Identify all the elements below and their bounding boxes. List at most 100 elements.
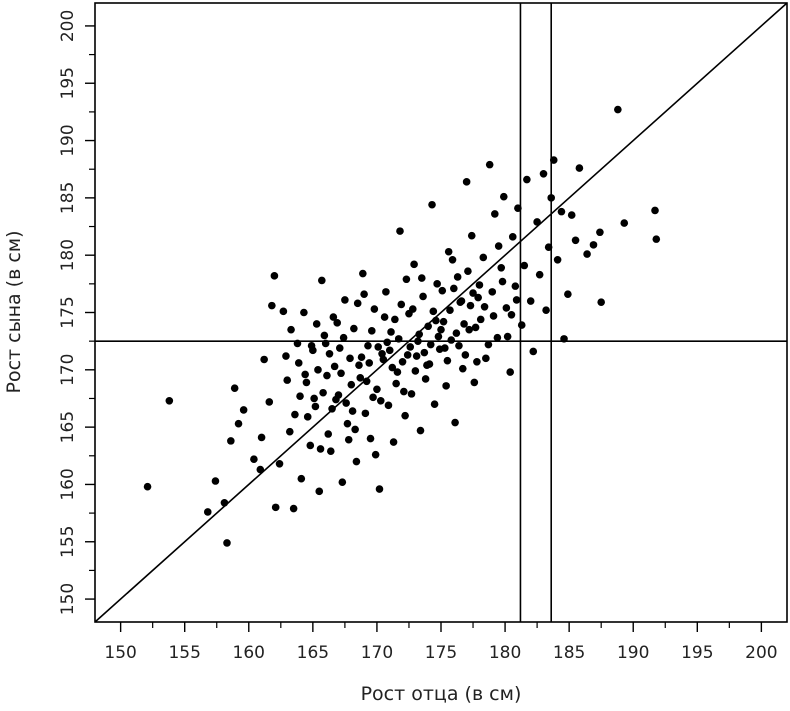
data-point: [323, 371, 331, 380]
data-point: [394, 335, 403, 343]
x-tick-label: 175: [425, 643, 457, 663]
data-point: [424, 322, 432, 331]
data-point: [429, 307, 438, 316]
data-point: [409, 305, 417, 313]
data-point: [374, 343, 383, 351]
data-point: [383, 338, 391, 347]
data-point: [370, 305, 379, 313]
data-point: [294, 359, 303, 367]
x-tick-label: 165: [297, 643, 329, 663]
data-point: [544, 243, 553, 251]
data-point: [296, 392, 304, 400]
y-tick-label: 185: [58, 182, 78, 214]
data-point: [310, 394, 318, 403]
y-tick-label: 165: [58, 411, 78, 443]
data-point: [484, 340, 493, 349]
data-point: [620, 219, 629, 227]
data-point: [380, 313, 389, 321]
data-point: [234, 419, 243, 428]
data-point: [571, 236, 580, 245]
data-point: [474, 293, 482, 302]
data-point: [271, 503, 280, 512]
data-point: [319, 388, 327, 397]
identity-line: [94, 2, 788, 623]
data-point: [553, 255, 562, 264]
data-point: [392, 379, 400, 388]
data-point: [316, 445, 325, 453]
data-point: [326, 447, 335, 456]
y-axis-title: Рост сына (в см): [3, 230, 25, 393]
data-point: [376, 396, 385, 405]
data-point: [384, 401, 393, 410]
data-point: [397, 300, 406, 309]
data-point: [357, 353, 366, 362]
data-point: [480, 302, 489, 311]
data-point: [356, 374, 365, 382]
data-point: [365, 359, 374, 367]
data-points: [143, 105, 661, 547]
data-point: [382, 288, 390, 296]
data-point: [311, 402, 320, 411]
data-point: [417, 274, 426, 282]
data-point: [596, 228, 604, 237]
data-point: [303, 413, 312, 421]
data-point: [211, 477, 220, 485]
data-point: [433, 280, 441, 288]
data-point: [415, 330, 424, 339]
data-point: [461, 351, 470, 359]
data-point: [652, 235, 661, 243]
data-point: [506, 368, 514, 376]
data-point: [403, 351, 412, 359]
data-point: [539, 169, 548, 178]
data-point: [314, 366, 322, 374]
x-tick-label: 190: [617, 643, 649, 663]
data-point: [420, 348, 429, 357]
data-point: [293, 339, 302, 348]
data-point: [489, 312, 498, 320]
data-point: [507, 310, 516, 319]
data-point: [401, 411, 409, 420]
data-point: [443, 356, 452, 365]
data-point: [437, 325, 445, 334]
x-tick-label: 160: [233, 643, 265, 663]
data-point: [379, 355, 388, 364]
data-point: [438, 286, 447, 295]
data-point: [426, 340, 435, 349]
data-point: [318, 276, 326, 285]
data-point: [564, 290, 572, 298]
data-point: [460, 320, 468, 328]
data-point: [256, 465, 265, 474]
y-axis: 150 155 160 165 170 175 180 185 190 195 200: [58, 10, 95, 615]
data-point: [451, 418, 459, 427]
data-point: [387, 328, 395, 336]
y-tick-label: 180: [58, 239, 78, 271]
data-point: [557, 207, 566, 216]
data-point: [329, 313, 338, 321]
x-tick-label: 170: [361, 643, 393, 663]
data-point: [143, 482, 152, 491]
data-point: [325, 349, 334, 358]
data-point: [342, 399, 350, 407]
data-point: [368, 327, 376, 335]
y-tick-label: 170: [58, 354, 78, 386]
data-point: [410, 260, 418, 269]
data-point: [458, 364, 467, 373]
y-tick-label: 160: [58, 468, 78, 500]
data-point: [260, 355, 268, 364]
data-point: [333, 319, 342, 327]
data-point: [432, 316, 440, 325]
data-point: [366, 434, 375, 443]
data-point: [393, 368, 402, 376]
data-point: [412, 352, 421, 360]
data-point: [282, 352, 290, 360]
data-point: [485, 160, 494, 169]
data-point: [306, 441, 315, 450]
data-point: [428, 200, 436, 209]
data-point: [375, 485, 384, 493]
data-point: [346, 354, 354, 363]
data-point: [165, 396, 174, 405]
data-point: [320, 331, 329, 340]
data-point: [285, 427, 294, 436]
data-point: [442, 382, 450, 390]
